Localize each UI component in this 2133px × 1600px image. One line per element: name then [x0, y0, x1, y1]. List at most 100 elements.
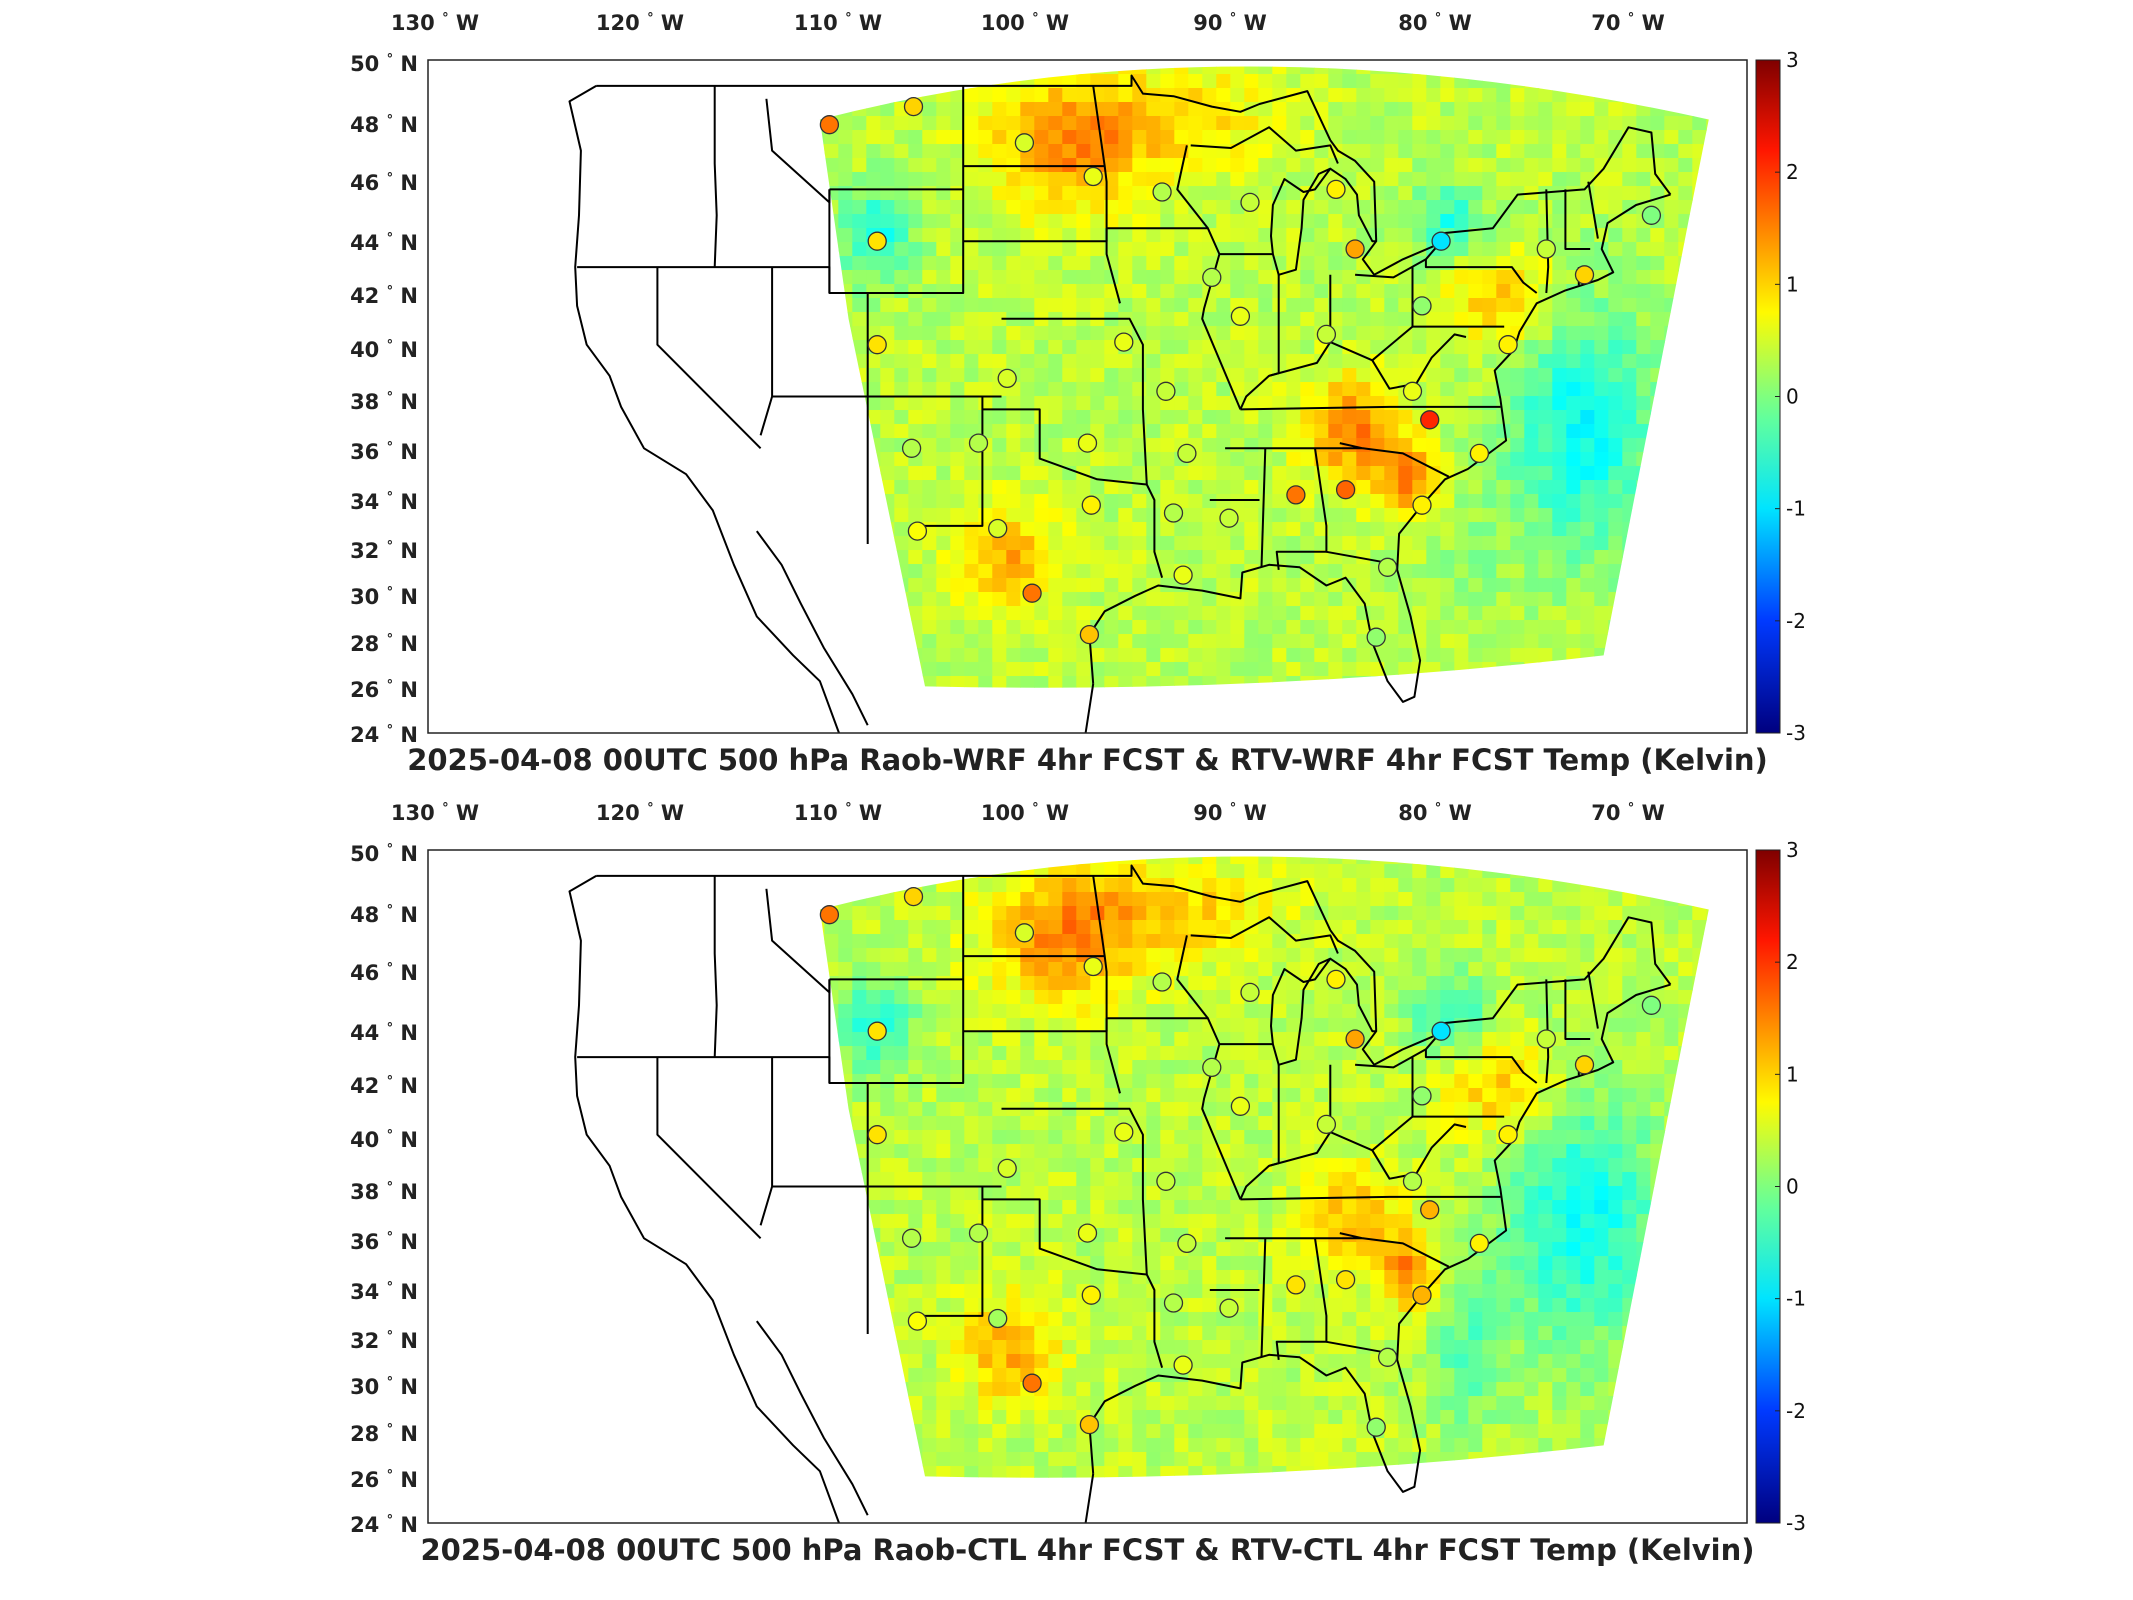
raob-station-marker — [1114, 1122, 1134, 1142]
colorbar-tick-label: -3 — [1786, 721, 1806, 745]
raob-station-marker — [903, 96, 924, 117]
temperature-difference-field — [819, 66, 1709, 688]
colorbar-tick-label: -2 — [1786, 609, 1806, 633]
raob-station-marker — [867, 231, 887, 251]
raob-station-marker — [1152, 972, 1172, 992]
raob-stations — [819, 96, 1662, 647]
raob-station-marker — [901, 438, 922, 458]
lat-tick-label: 38 ° N — [350, 390, 418, 414]
raob-station-marker — [1412, 296, 1432, 316]
lat-tick-label: 36 ° N — [350, 1230, 418, 1254]
colorbar-tick-label: 0 — [1786, 385, 1799, 409]
raob-station-marker — [1081, 1285, 1101, 1305]
lat-tick-label: 34 ° N — [350, 1280, 418, 1304]
raob-station-marker — [1574, 1055, 1595, 1075]
raob-station-marker — [1431, 231, 1451, 251]
lat-tick-label: 42 ° N — [350, 284, 418, 308]
lat-tick-label: 24 ° N — [350, 1513, 418, 1537]
lat-tick-label: 30 ° N — [350, 585, 418, 609]
raob-station-marker — [1022, 1373, 1042, 1393]
map-figure: 130 ° W 120 ° W 110 ° W 100 ° W 90 ° W 80 ° W… — [350, 801, 1806, 1567]
raob-station-marker — [1366, 1417, 1386, 1437]
raob-station-marker — [988, 518, 1008, 539]
lat-tick-label: 44 ° N — [350, 231, 418, 255]
raob-station-marker — [1536, 239, 1556, 259]
raob-station-marker — [1402, 381, 1423, 401]
lat-tick-label: 32 ° N — [350, 539, 418, 563]
raob-station-marker — [1286, 1275, 1306, 1295]
lat-tick-label: 26 ° N — [350, 678, 418, 702]
raob-station-marker — [1219, 1298, 1239, 1318]
lon-tick-label: 100 ° W — [981, 11, 1069, 35]
panel-raob-wrf: 130 ° W 120 ° W 110 ° W 100 ° W 90 ° W 80 ° W… — [350, 11, 1806, 777]
map-axes-frame — [427, 59, 1748, 734]
raob-station-marker — [1202, 267, 1222, 288]
raob-station-marker — [997, 368, 1017, 389]
raob-station-marker — [1079, 624, 1100, 645]
raob-station-marker — [1219, 508, 1239, 528]
raob-station-marker — [1077, 433, 1098, 453]
lon-tick-label: 80 ° W — [1398, 11, 1472, 35]
lat-tick-label: 36 ° N — [350, 440, 418, 464]
raob-station-marker — [1431, 1021, 1451, 1041]
raob-station-marker — [1079, 1414, 1100, 1435]
lon-tick-label: 130 ° W — [391, 11, 479, 35]
raob-station-marker — [903, 886, 924, 907]
lat-tick-label: 48 ° N — [350, 903, 418, 927]
lon-tick-label: 120 ° W — [596, 11, 684, 35]
lon-tick-label: 110 ° W — [794, 801, 882, 825]
raob-station-marker — [968, 433, 989, 453]
lat-tick-label: 42 ° N — [350, 1074, 418, 1098]
raob-station-marker — [1326, 969, 1346, 990]
raob-station-marker — [867, 335, 887, 355]
raob-station-marker — [988, 1308, 1008, 1329]
lat-tick-label: 26 ° N — [350, 1468, 418, 1492]
lat-tick-label: 24 ° N — [350, 723, 418, 747]
raob-station-marker — [819, 905, 840, 925]
lon-tick-label: 70 ° W — [1591, 801, 1665, 825]
raob-station-marker — [997, 1158, 1017, 1179]
lon-tick-label: 110 ° W — [794, 11, 882, 35]
panel-raob-ctl: 130 ° W 120 ° W 110 ° W 100 ° W 90 ° W 80 ° W… — [0, 790, 2133, 1590]
raob-station-marker — [1345, 1029, 1365, 1049]
raob-station-marker — [1316, 1114, 1337, 1135]
raob-station-marker — [1377, 1347, 1398, 1367]
raob-station-marker — [1173, 565, 1193, 585]
raob-station-marker — [1469, 443, 1490, 464]
lat-tick-label: 50 ° N — [350, 842, 418, 866]
raob-station-marker — [1152, 182, 1172, 202]
raob-station-marker — [1083, 166, 1103, 187]
lat-tick-label: 32 ° N — [350, 1329, 418, 1353]
lat-tick-label: 46 ° N — [350, 961, 418, 985]
colorbar-tick-label: -1 — [1786, 497, 1806, 521]
raob-station-marker — [1286, 485, 1306, 505]
raob-station-marker — [1641, 205, 1662, 225]
lat-tick-label: 44 ° N — [350, 1021, 418, 1045]
lon-tick-label: 80 ° W — [1398, 801, 1472, 825]
raob-station-marker — [1230, 306, 1251, 326]
lat-tick-label: 46 ° N — [350, 171, 418, 195]
raob-station-marker — [1202, 1057, 1222, 1078]
colorbar-tick-label: -3 — [1786, 1511, 1806, 1535]
raob-station-marker — [1177, 1233, 1197, 1254]
lat-tick-label: 34 ° N — [350, 490, 418, 514]
raob-station-marker — [1335, 1270, 1356, 1290]
lon-tick-label: 130 ° W — [391, 801, 479, 825]
colorbar-tick-label: 1 — [1786, 1062, 1799, 1086]
colorbar-tick-label: 3 — [1786, 838, 1799, 862]
raob-station-marker — [1173, 1355, 1193, 1375]
raob-station-marker — [1156, 381, 1176, 401]
raob-station-marker — [1402, 1171, 1423, 1191]
map-axes-frame — [427, 849, 1748, 1524]
raob-station-marker — [1326, 179, 1346, 200]
raob-station-marker — [1014, 923, 1035, 943]
raob-station-marker — [867, 1125, 887, 1145]
lat-tick-label: 38 ° N — [350, 1180, 418, 1204]
raob-station-marker — [1316, 324, 1337, 345]
raob-station-marker — [1420, 410, 1440, 430]
raob-station-marker — [1420, 1200, 1440, 1220]
raob-stations — [819, 886, 1662, 1437]
lat-tick-label: 50 ° N — [350, 52, 418, 76]
lat-tick-label: 30 ° N — [350, 1375, 418, 1399]
raob-station-marker — [867, 1021, 887, 1041]
